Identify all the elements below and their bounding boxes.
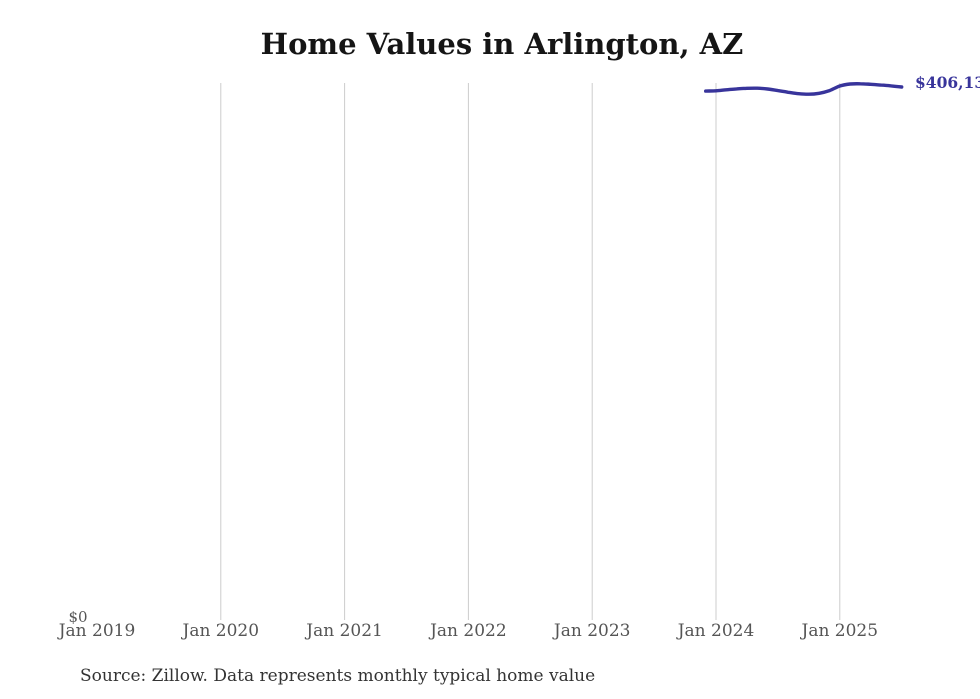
source-note: Source: Zillow. Data represents monthly … (80, 666, 596, 686)
x-axis-tick-label: Jan 2021 (306, 621, 383, 641)
latest-value-label: $406,133 (915, 73, 980, 92)
x-axis-tick-label: Jan 2019 (58, 621, 136, 641)
x-axis-tick-label: Jan 2024 (677, 621, 755, 641)
x-axis-tick-label: Jan 2023 (553, 621, 631, 641)
x-axis-tick-label: Jan 2025 (801, 621, 879, 641)
home-value-series-line (704, 82, 904, 96)
x-axis-tick-label: Jan 2020 (182, 621, 260, 641)
x-axis-tick-label: Jan 2022 (430, 621, 507, 641)
y-axis-tick-label-zero: $0 (68, 608, 88, 626)
chart-title: Home Values in Arlington, AZ (260, 27, 744, 61)
